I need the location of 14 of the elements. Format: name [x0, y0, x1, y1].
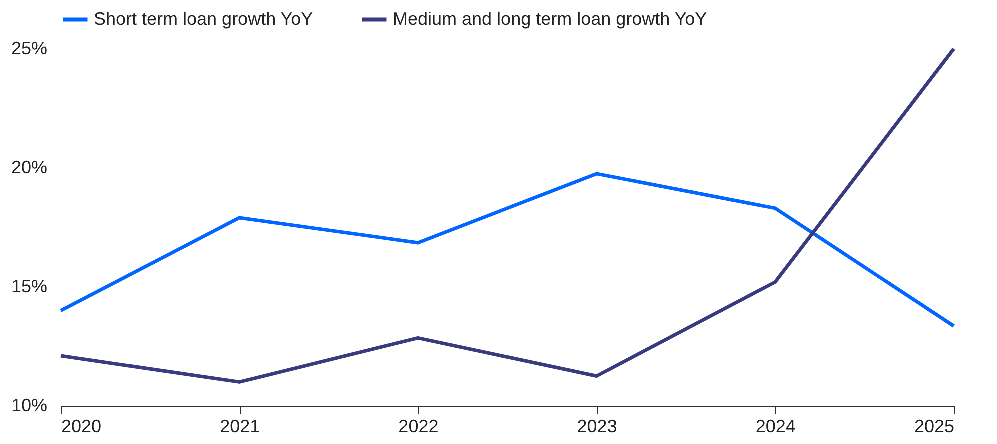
legend-label: Short term loan growth YoY	[94, 8, 314, 29]
x-tick-label: 2020	[62, 416, 102, 436]
x-tick-label: 2022	[398, 416, 439, 436]
y-tick-label: 25%	[11, 38, 48, 58]
y-tick-label: 20%	[11, 158, 48, 178]
line-series	[59, 47, 956, 384]
x-tick-label: 2021	[220, 416, 260, 436]
x-tick-label: 2023	[577, 416, 618, 436]
y-tick-label: 15%	[11, 276, 48, 296]
x-tick-label: 2025	[914, 416, 954, 436]
x-tick-label: 2024	[756, 416, 796, 436]
legend-label: Medium and long term loan growth YoY	[393, 8, 708, 29]
line-series	[59, 172, 956, 328]
y-tick-label: 10%	[11, 396, 48, 416]
